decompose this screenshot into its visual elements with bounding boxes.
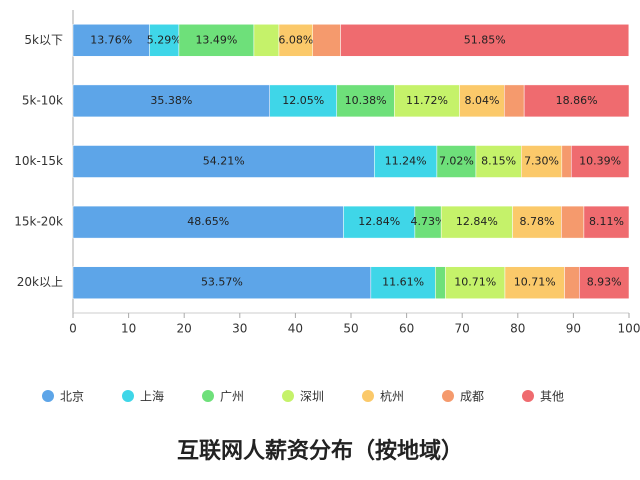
value-label: 35.38%	[150, 94, 192, 107]
x-tick-label: 100	[618, 322, 640, 336]
bar-segment	[564, 266, 580, 299]
legend-label: 成都	[460, 390, 484, 404]
legend-label: 上海	[140, 389, 164, 404]
x-tick-label: 90	[566, 322, 581, 336]
bar-segment	[570, 145, 630, 178]
value-label: 54.21%	[203, 155, 245, 168]
x-tick-label: 10	[121, 322, 136, 336]
value-label: 10.39%	[579, 155, 621, 168]
bar-segment	[72, 266, 372, 299]
legend-label: 广州	[220, 390, 244, 404]
bar-segment	[72, 205, 344, 239]
bar-segment	[475, 145, 522, 178]
legend-marker	[362, 390, 374, 402]
x-tick-label: 80	[510, 322, 525, 336]
legend-marker	[282, 390, 294, 402]
bar-segment	[445, 266, 506, 299]
bar-segment	[374, 145, 438, 178]
bar-segment	[436, 145, 477, 178]
bar-segment	[72, 145, 375, 178]
bar-segment	[561, 205, 585, 239]
value-label: 11.24%	[385, 155, 427, 168]
value-label: 8.04%	[464, 94, 499, 107]
bar-segment	[414, 205, 442, 239]
value-label: 7.02%	[439, 155, 474, 168]
y-tick-label: 15k-20k	[14, 215, 63, 229]
bar-segment	[253, 24, 280, 57]
bar-segment	[504, 84, 525, 118]
bar-segment	[178, 24, 255, 57]
value-label: 53.57%	[201, 276, 243, 289]
value-label: 8.78%	[520, 215, 555, 228]
bar-segment	[343, 205, 416, 239]
value-label: 10.71%	[514, 276, 556, 289]
value-label: 11.61%	[382, 276, 424, 289]
legend-marker	[442, 390, 454, 402]
x-tick-label: 60	[399, 322, 414, 336]
bar-segment	[394, 84, 460, 118]
value-label: 13.49%	[195, 33, 237, 46]
x-tick-label: 0	[69, 322, 77, 336]
bar-segment	[269, 84, 337, 118]
value-label: 8.15%	[481, 155, 516, 168]
bar-segment	[149, 24, 180, 57]
value-label: 8.93%	[587, 276, 622, 289]
value-label: 12.84%	[358, 215, 400, 228]
bar-segment	[520, 145, 563, 178]
bar-segment	[370, 266, 436, 299]
value-label: 13.76%	[90, 33, 132, 46]
bar-segment	[512, 205, 562, 239]
x-tick-label: 20	[177, 322, 192, 336]
y-tick-label: 5k-10k	[22, 93, 63, 107]
bar-segment	[435, 266, 446, 299]
legend-marker	[522, 390, 534, 402]
value-label: 6.08%	[278, 33, 313, 46]
value-label: 4.73%	[411, 215, 446, 228]
bar-segment	[340, 24, 630, 57]
y-tick-label: 20k以上	[17, 275, 63, 289]
value-label: 8.11%	[589, 215, 624, 228]
y-tick-label: 5k以下	[24, 33, 63, 47]
bar-segment	[583, 205, 630, 239]
value-label: 10.38%	[345, 94, 387, 107]
bar-segment	[312, 24, 341, 57]
legend-label: 北京	[60, 390, 84, 404]
bar-segment	[72, 84, 270, 118]
bar-segment	[561, 145, 572, 178]
value-label: 12.84%	[456, 215, 498, 228]
value-label: 5.29%	[147, 33, 182, 46]
legend-label: 杭州	[380, 389, 404, 404]
value-label: 12.05%	[282, 94, 324, 107]
value-label: 18.86%	[556, 94, 598, 107]
value-label: 7.30%	[524, 155, 559, 168]
legend-marker	[202, 390, 214, 402]
bar-segment	[278, 24, 313, 57]
y-tick-label: 10k-15k	[14, 154, 63, 168]
legend-label: 其他	[540, 390, 564, 404]
value-label: 51.85%	[464, 33, 506, 46]
value-label: 11.72%	[406, 94, 448, 107]
bar-segment	[579, 266, 630, 299]
value-label: 10.71%	[454, 276, 496, 289]
legend-marker	[122, 390, 134, 402]
value-label: 48.65%	[187, 215, 229, 228]
x-tick-label: 50	[343, 322, 358, 336]
bar-segment	[459, 84, 505, 118]
x-tick-label: 70	[455, 322, 470, 336]
legend-label: 深圳	[300, 390, 324, 404]
legend-marker	[42, 390, 54, 402]
x-tick-label: 40	[288, 322, 303, 336]
x-tick-label: 30	[232, 322, 247, 336]
bar-segment	[523, 84, 630, 118]
bar-segment	[72, 24, 150, 57]
chart-title: 互联网人薪资分布（按地域）	[177, 438, 463, 464]
